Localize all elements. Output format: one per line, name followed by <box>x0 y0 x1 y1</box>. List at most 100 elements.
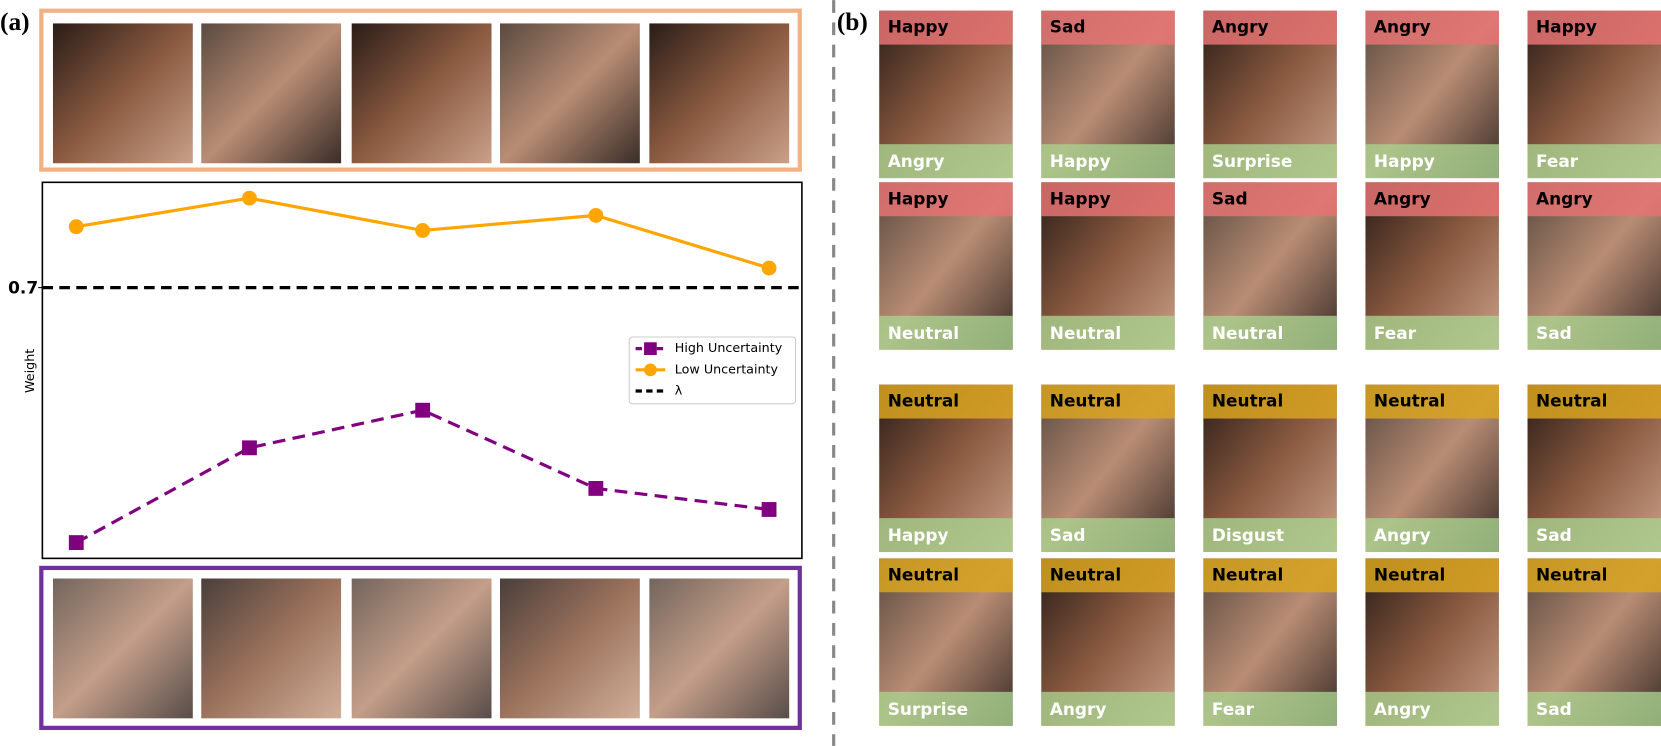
face-image <box>52 23 193 164</box>
true-label: Sad <box>1050 17 1086 37</box>
true-label: Sad <box>1212 188 1248 208</box>
legend-label: High Uncertainty <box>675 340 783 355</box>
pred-label: Happy <box>888 525 949 545</box>
label-band <box>1041 10 1175 45</box>
pred-label: Angry <box>888 151 945 171</box>
pred-label: Angry <box>1050 699 1107 719</box>
pred-label: Fear <box>1374 323 1417 343</box>
label-band <box>1527 558 1661 593</box>
label-band <box>1041 384 1175 419</box>
true-label: Happy <box>1050 188 1111 208</box>
label-band <box>1203 518 1337 553</box>
label-band <box>1041 518 1175 553</box>
panel-label: (b) <box>837 8 868 36</box>
label-band <box>1365 384 1499 419</box>
face-image <box>351 23 492 164</box>
legend-label: λ <box>675 383 683 398</box>
low-uncertainty-box <box>39 8 802 172</box>
face-image <box>52 578 193 719</box>
label-band <box>1527 518 1661 553</box>
true-label: Angry <box>1374 17 1431 37</box>
true-label: Neutral <box>1374 391 1445 411</box>
face-image <box>499 23 640 164</box>
legend-box <box>628 336 797 405</box>
label-band <box>879 518 1013 553</box>
label-band <box>879 144 1013 179</box>
label-band <box>879 384 1013 419</box>
marker <box>242 440 257 456</box>
pred-label: Sad <box>1536 323 1572 343</box>
true-label: Angry <box>1536 188 1593 208</box>
label-band <box>1365 10 1499 45</box>
label-band <box>1203 10 1337 45</box>
face-image <box>649 23 790 164</box>
legend-marker <box>644 363 657 377</box>
marker <box>761 502 777 517</box>
y-tick-label: 0.7 <box>8 278 38 298</box>
marker <box>588 481 604 496</box>
true-label: Happy <box>1536 17 1597 37</box>
face-image <box>649 578 790 719</box>
label-band <box>1203 691 1337 726</box>
label-band <box>1365 518 1499 553</box>
face-image <box>201 578 342 719</box>
label-band <box>1041 144 1175 179</box>
label-band <box>1365 558 1499 593</box>
label-band <box>1041 691 1175 726</box>
face-image <box>201 23 342 164</box>
label-band <box>1365 144 1499 179</box>
pred-label: Fear <box>1212 699 1255 719</box>
label-band <box>1527 384 1661 419</box>
true-label: Neutral <box>888 391 959 411</box>
true-label: Angry <box>1212 17 1269 37</box>
label-band <box>1527 691 1661 726</box>
label-band <box>1203 144 1337 179</box>
label-band <box>1365 182 1499 217</box>
label-band <box>1527 10 1661 45</box>
pred-label: Neutral <box>888 323 959 343</box>
label-band <box>1041 182 1175 217</box>
face-image <box>499 578 640 719</box>
label-band <box>879 182 1013 217</box>
pred-label: Angry <box>1374 525 1431 545</box>
pred-label: Sad <box>1536 525 1572 545</box>
pred-label: Surprise <box>888 699 968 719</box>
marker <box>68 535 84 551</box>
true-label: Angry <box>1374 188 1431 208</box>
pred-label: Sad <box>1536 699 1572 719</box>
true-label: Neutral <box>888 564 959 584</box>
y-axis-label: Weight <box>22 349 37 393</box>
pred-label: Neutral <box>1212 323 1283 343</box>
label-band <box>1041 315 1175 350</box>
true-label: Neutral <box>1050 564 1121 584</box>
pred-label: Surprise <box>1212 151 1292 171</box>
true-label: Neutral <box>1536 564 1607 584</box>
true-label: Happy <box>888 188 949 208</box>
pred-label: Sad <box>1050 525 1086 545</box>
true-label: Neutral <box>1212 391 1283 411</box>
marker <box>588 208 604 223</box>
label-band <box>879 558 1013 593</box>
pred-label: Angry <box>1374 699 1431 719</box>
pred-label: Happy <box>1050 151 1111 171</box>
marker <box>415 223 431 238</box>
label-band <box>1365 691 1499 726</box>
label-band <box>1203 558 1337 593</box>
label-band <box>1527 182 1661 217</box>
legend-marker <box>644 342 657 355</box>
label-band <box>879 315 1013 350</box>
label-band <box>1041 558 1175 593</box>
face-image <box>351 578 492 719</box>
label-band <box>1203 384 1337 419</box>
marker <box>415 402 431 418</box>
legend-label: Low Uncertainty <box>675 361 779 376</box>
high-uncertainty-box <box>39 565 802 730</box>
label-band <box>1203 182 1337 217</box>
label-band <box>1527 144 1661 179</box>
label-band <box>1203 315 1337 350</box>
label-band <box>879 10 1013 45</box>
pred-label: Happy <box>1374 151 1435 171</box>
marker <box>761 260 777 276</box>
marker <box>242 190 257 206</box>
